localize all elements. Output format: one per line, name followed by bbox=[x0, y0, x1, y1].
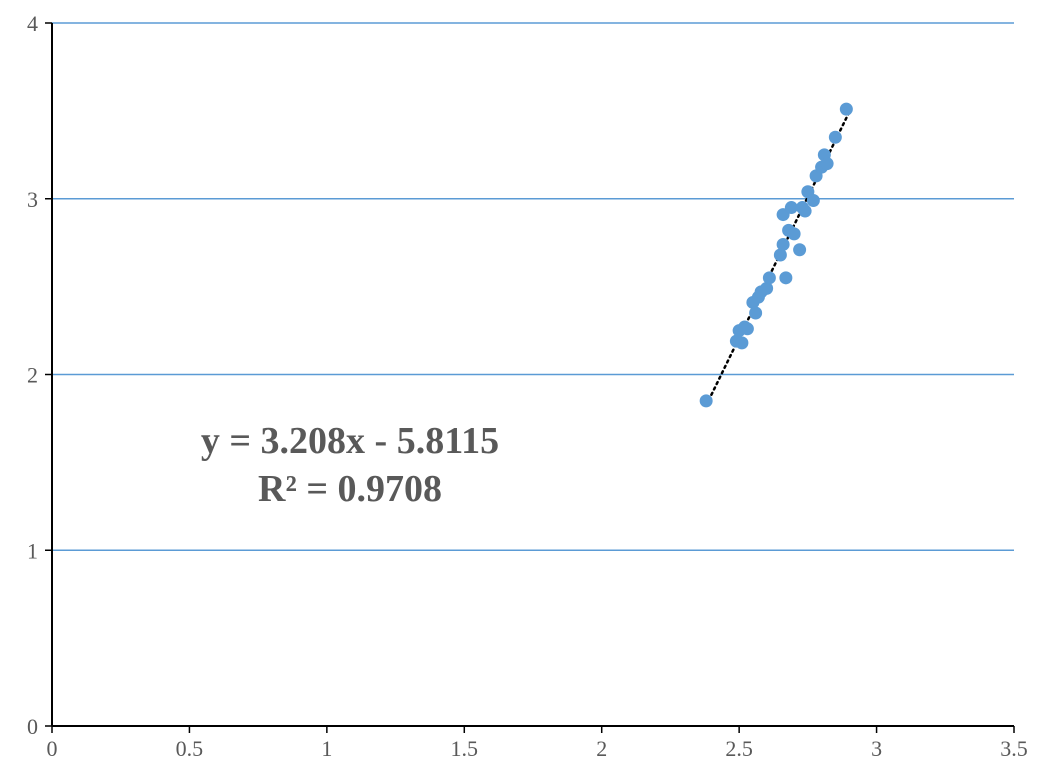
data-point bbox=[784, 201, 798, 215]
data-point bbox=[776, 237, 790, 251]
x-tick-label: 3 bbox=[871, 736, 882, 761]
y-tick-label: 2 bbox=[27, 363, 38, 388]
x-tick-label: 2.5 bbox=[725, 736, 753, 761]
data-point bbox=[787, 227, 801, 241]
data-point bbox=[820, 157, 834, 171]
trendline-r-squared: R² = 0.9708 bbox=[258, 468, 442, 510]
y-tick-label: 1 bbox=[27, 538, 38, 563]
y-tick-label: 3 bbox=[27, 187, 38, 212]
x-tick-label: 0 bbox=[47, 736, 58, 761]
data-point bbox=[699, 394, 713, 408]
x-tick-labels: 0 0.5 1 1.5 2 2.5 3 3.5 bbox=[47, 726, 1028, 761]
data-point bbox=[798, 204, 812, 218]
data-point bbox=[760, 281, 774, 295]
x-tick-label: 2 bbox=[596, 736, 607, 761]
data-point bbox=[773, 248, 787, 262]
data-point bbox=[779, 271, 793, 285]
data-point bbox=[762, 271, 776, 285]
data-point bbox=[749, 306, 763, 320]
x-tick-label: 3.5 bbox=[1000, 736, 1028, 761]
data-point bbox=[740, 322, 754, 336]
x-tick-label: 1 bbox=[321, 736, 332, 761]
trendline-equation: y = 3.208x - 5.8115 bbox=[201, 420, 499, 462]
x-tick-label: 0.5 bbox=[176, 736, 204, 761]
gridlines bbox=[52, 22, 1014, 551]
data-point bbox=[793, 243, 807, 257]
data-point bbox=[828, 130, 842, 144]
data-point bbox=[806, 194, 820, 208]
data-points bbox=[699, 102, 853, 408]
data-point bbox=[839, 102, 853, 116]
data-point bbox=[735, 336, 749, 350]
y-tick-label: 0 bbox=[27, 714, 38, 739]
x-tick-label: 1.5 bbox=[451, 736, 479, 761]
y-tick-labels: 0 1 2 3 4 bbox=[27, 11, 52, 739]
y-tick-label: 4 bbox=[27, 11, 38, 36]
